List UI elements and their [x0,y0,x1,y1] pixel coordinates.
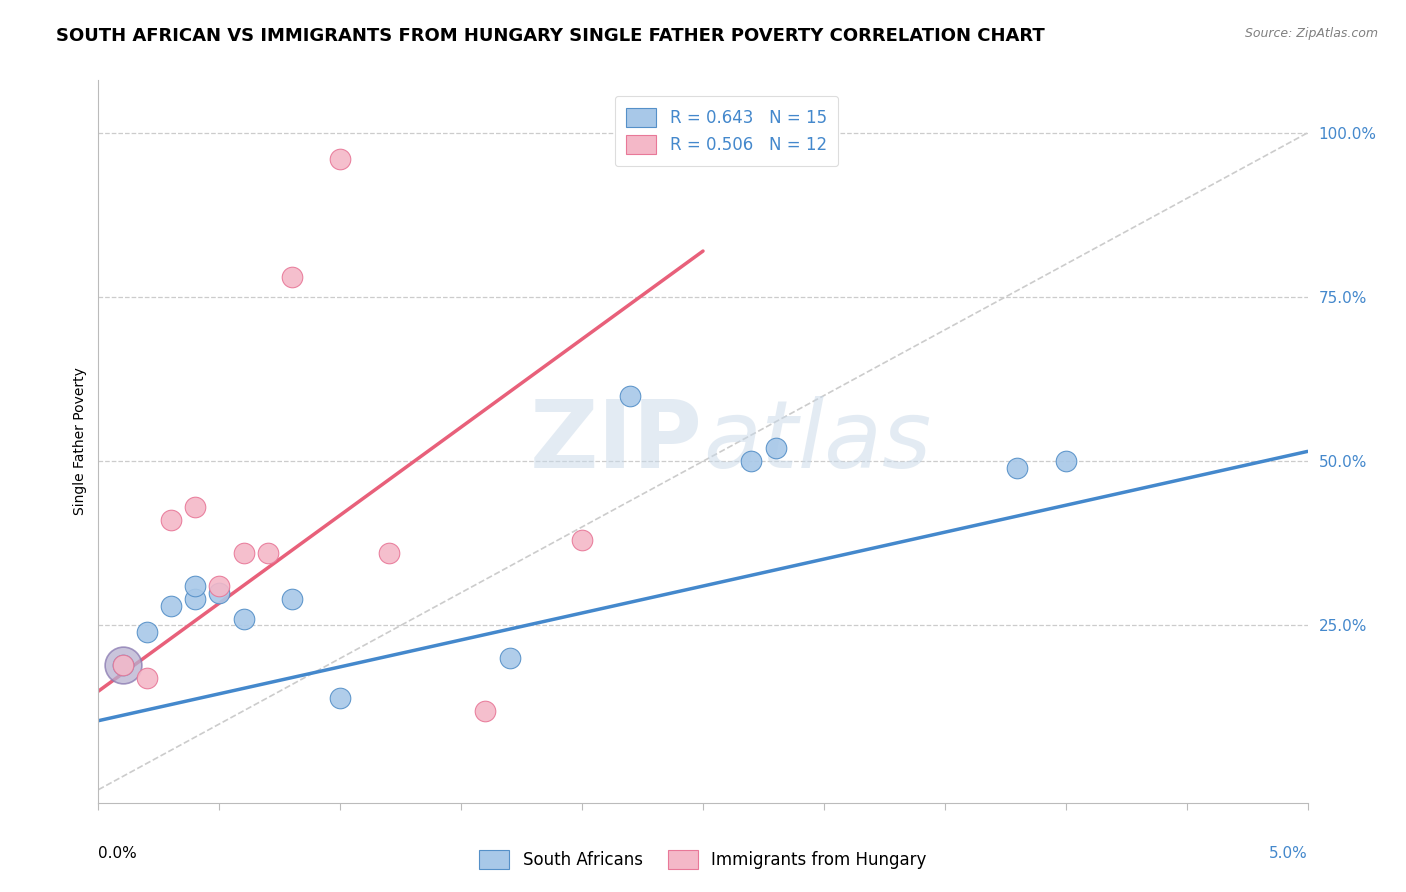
Point [111,657,134,672]
Point [281,592,304,607]
Point [765,441,787,455]
Point [498,651,520,665]
Point [232,546,254,560]
Point [474,704,496,718]
Point [160,599,183,613]
Point [184,592,207,607]
Point [135,671,157,685]
Point [208,579,231,593]
Point [135,625,157,640]
Point [571,533,593,547]
Point [740,454,762,468]
Point [329,690,352,705]
Text: 5.0%: 5.0% [1268,847,1308,861]
Point [329,152,352,166]
Point [256,546,278,560]
Point [281,270,304,285]
Point [377,546,399,560]
Point [111,657,134,672]
Point [619,388,641,402]
Text: SOUTH AFRICAN VS IMMIGRANTS FROM HUNGARY SINGLE FATHER POVERTY CORRELATION CHART: SOUTH AFRICAN VS IMMIGRANTS FROM HUNGARY… [56,27,1045,45]
Text: 0.0%: 0.0% [98,847,138,861]
Text: ZIP: ZIP [530,395,703,488]
Point [111,657,134,672]
Point [184,579,207,593]
Point [1007,460,1029,475]
Text: atlas: atlas [703,396,931,487]
Legend: R = 0.643   N = 15, R = 0.506   N = 12: R = 0.643 N = 15, R = 0.506 N = 12 [614,95,838,166]
Point [184,500,207,515]
Text: Source: ZipAtlas.com: Source: ZipAtlas.com [1244,27,1378,40]
Point [1054,454,1077,468]
Y-axis label: Single Father Poverty: Single Father Poverty [73,368,87,516]
Point [160,513,183,527]
Point [208,585,231,599]
Point [232,612,254,626]
Legend: South Africans, Immigrants from Hungary: South Africans, Immigrants from Hungary [470,840,936,880]
